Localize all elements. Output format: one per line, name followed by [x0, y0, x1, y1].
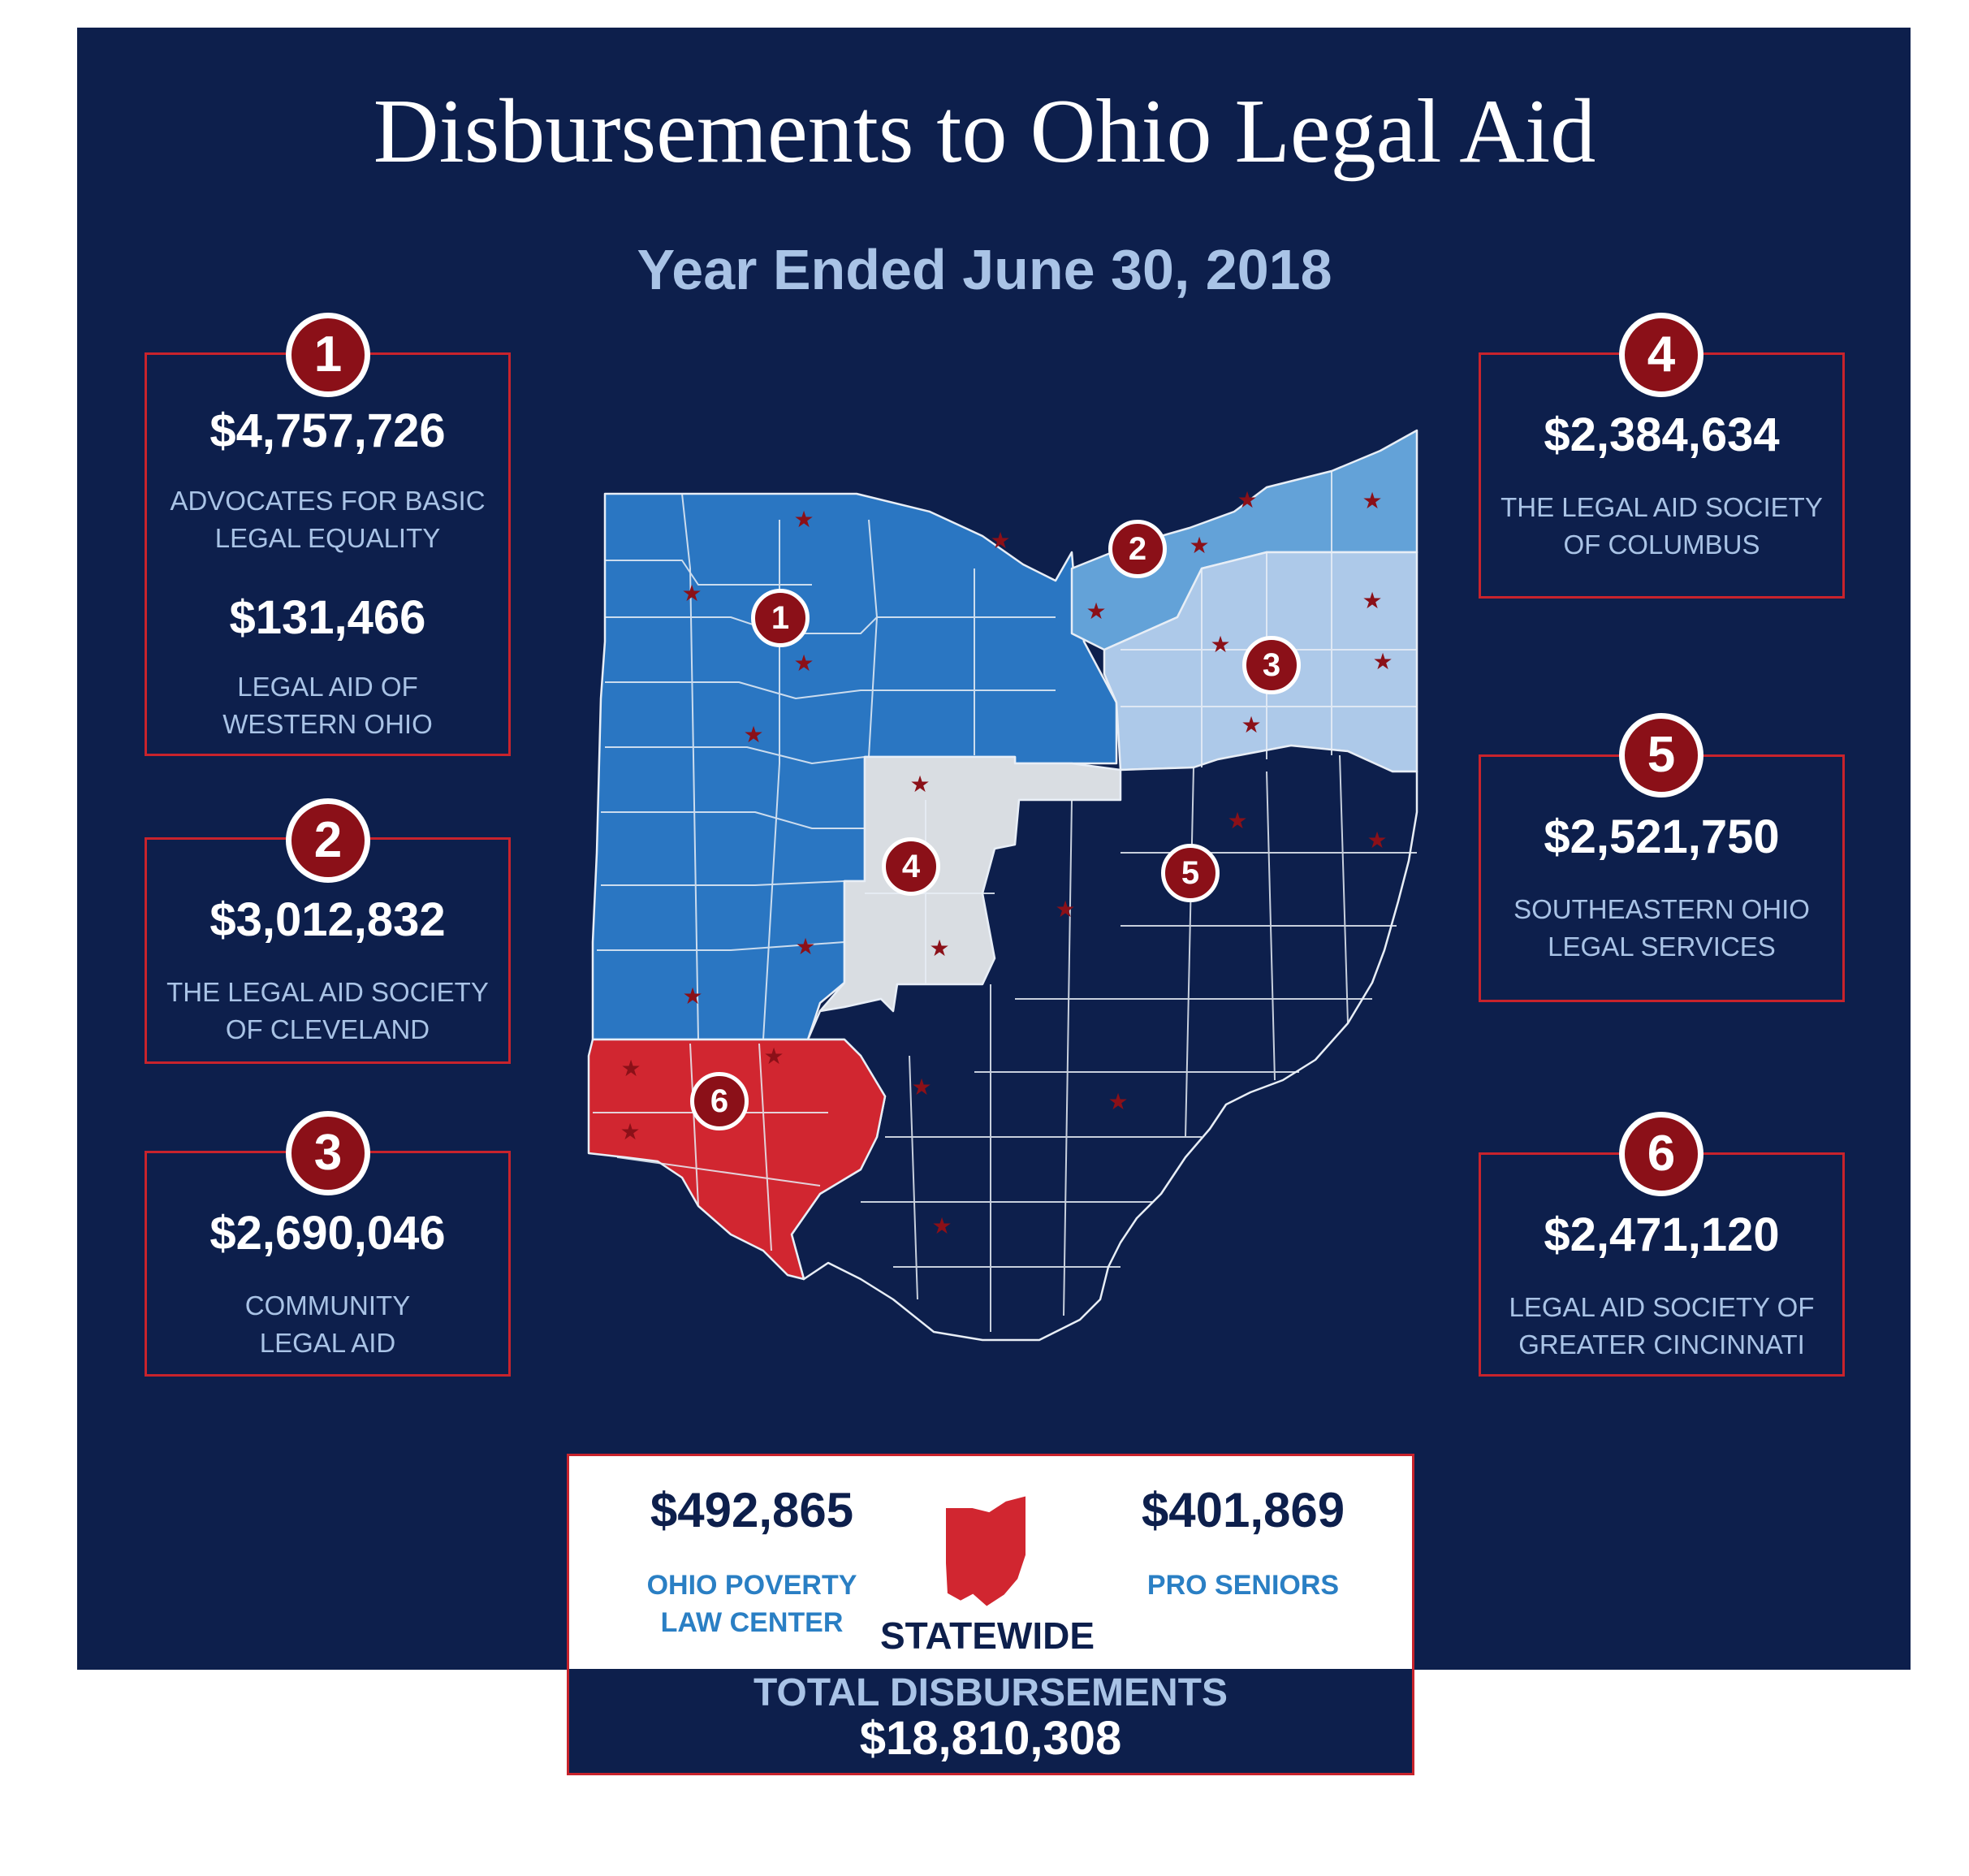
region-1-amount-a: $4,757,726	[209, 404, 446, 457]
total-value: $18,810,308	[859, 1712, 1122, 1765]
region-2-org-line1: THE LEGAL AID SOCIETY	[166, 977, 489, 1007]
region-1-org-b-line2: WESTERN OHIO	[222, 709, 433, 739]
region-2-org: THE LEGAL AID SOCIETY OF CLEVELAND	[147, 974, 508, 1048]
region-1-amount-b: $131,466	[229, 591, 426, 644]
region-6-box: $2,471,120 LEGAL AID SOCIETY OF GREATER …	[1479, 1152, 1845, 1377]
map-badge-3: 3	[1242, 636, 1301, 694]
region-4-org: THE LEGAL AID SOCIETY OF COLUMBUS	[1481, 489, 1842, 564]
region-3-org: COMMUNITY LEGAL AID	[147, 1287, 508, 1362]
star-icon: ★	[681, 580, 702, 607]
region-1-org-b: LEGAL AID OF WESTERN OHIO	[147, 668, 508, 743]
star-icon: ★	[909, 771, 930, 798]
region-5-badge: 5	[1619, 713, 1703, 798]
region-6-badge: 6	[1619, 1112, 1703, 1196]
star-icon: ★	[1367, 827, 1387, 854]
region-2-org-line2: OF CLEVELAND	[225, 1014, 430, 1044]
statewide-label: STATEWIDE	[879, 1614, 1095, 1657]
total-label: TOTAL DISBURSEMENTS	[753, 1671, 1228, 1714]
statewide-box: $492,865 OHIO POVERTY LAW CENTER STATEWI…	[567, 1454, 1414, 1775]
statewide-right-amount: $401,869	[1141, 1483, 1345, 1537]
star-icon: ★	[1210, 631, 1230, 658]
star-icon: ★	[620, 1055, 641, 1082]
region-4-amount: $2,384,634	[1544, 408, 1780, 461]
star-icon: ★	[743, 721, 763, 748]
region-6-org-line1: LEGAL AID SOCIETY OF	[1509, 1292, 1815, 1322]
region-4-badge: 4	[1619, 313, 1703, 397]
region-1-org-a-line1: ADVOCATES FOR BASIC	[170, 486, 486, 516]
region-2-badge: 2	[286, 798, 370, 883]
statewide-right-org-line1: PRO SENIORS	[1146, 1570, 1340, 1601]
star-icon: ★	[620, 1118, 640, 1145]
map-region-5	[790, 744, 1418, 1342]
star-icon: ★	[990, 527, 1010, 554]
region-5-org-line1: SOUTHEASTERN OHIO	[1513, 894, 1810, 924]
region-6-org-line2: GREATER CINCINNATI	[1518, 1329, 1805, 1359]
star-icon: ★	[793, 506, 814, 533]
page-subtitle: Year Ended June 30, 2018	[637, 238, 1332, 301]
star-icon: ★	[1237, 486, 1257, 513]
star-icon: ★	[929, 935, 949, 962]
star-icon: ★	[1362, 487, 1382, 514]
region-3-badge: 3	[286, 1111, 370, 1195]
county-lines	[593, 471, 1417, 1332]
map-badge-6: 6	[690, 1072, 749, 1130]
page-title: Disbursements to Ohio Legal Aid	[373, 81, 1596, 182]
ohio-outline-icon	[943, 1492, 1029, 1610]
map-badge-4: 4	[882, 837, 940, 896]
region-3-amount: $2,690,046	[209, 1207, 446, 1260]
office-stars: ★ ★ ★ ★ ★ ★ ★ ★ ★ ★ ★ ★ ★ ★ ★ ★ ★ ★ ★ ★ …	[620, 486, 1393, 1239]
star-icon: ★	[793, 650, 814, 676]
region-6-amount: $2,471,120	[1544, 1208, 1780, 1261]
region-4-org-line1: THE LEGAL AID SOCIETY	[1500, 492, 1823, 522]
map-badge-1: 1	[751, 589, 810, 647]
region-6-org: LEGAL AID SOCIETY OF GREATER CINCINNATI	[1481, 1289, 1842, 1364]
statewide-left-amount: $492,865	[650, 1483, 854, 1537]
region-4-org-line2: OF COLUMBUS	[1563, 530, 1760, 560]
statewide-left-org-line1: OHIO POVERTY	[646, 1570, 857, 1601]
region-1-org-a: ADVOCATES FOR BASIC LEGAL EQUALITY	[147, 482, 508, 557]
total-band: TOTAL DISBURSEMENTS $18,810,308	[569, 1669, 1412, 1773]
region-3-org-line2: LEGAL AID	[259, 1328, 396, 1358]
map-badge-2: 2	[1108, 520, 1167, 578]
star-icon: ★	[1108, 1088, 1128, 1115]
star-icon: ★	[795, 933, 815, 960]
region-2-amount: $3,012,832	[209, 893, 446, 946]
map-region-6	[587, 1038, 887, 1281]
star-icon: ★	[1227, 807, 1247, 834]
region-5-org-line2: LEGAL SERVICES	[1548, 932, 1776, 962]
star-icon: ★	[1189, 532, 1209, 559]
map-badge-5: 5	[1161, 844, 1220, 902]
region-5-org: SOUTHEASTERN OHIO LEGAL SERVICES	[1481, 891, 1842, 966]
region-1-org-a-line2: LEGAL EQUALITY	[214, 523, 441, 553]
region-5-amount: $2,521,750	[1544, 810, 1780, 863]
region-3-org-line1: COMMUNITY	[244, 1290, 411, 1321]
region-1-org-b-line1: LEGAL AID OF	[237, 672, 418, 702]
star-icon: ★	[1362, 587, 1382, 614]
star-icon: ★	[1086, 598, 1106, 625]
star-icon: ★	[931, 1212, 952, 1239]
region-1-badge: 1	[286, 313, 370, 397]
region-2-box: $3,012,832 THE LEGAL AID SOCIETY OF CLEV…	[145, 837, 511, 1064]
star-icon: ★	[1241, 711, 1261, 738]
star-icon: ★	[682, 983, 702, 1009]
star-icon: ★	[911, 1074, 931, 1100]
star-icon: ★	[1055, 896, 1075, 923]
star-icon: ★	[763, 1043, 784, 1070]
statewide-left-org-line2: LAW CENTER	[660, 1607, 844, 1638]
star-icon: ★	[1372, 648, 1393, 675]
statewide-left-org: OHIO POVERTY LAW CENTER	[589, 1567, 914, 1641]
statewide-right-org: PRO SENIORS	[1081, 1567, 1406, 1604]
region-1-box: $4,757,726 ADVOCATES FOR BASIC LEGAL EQU…	[145, 352, 511, 756]
